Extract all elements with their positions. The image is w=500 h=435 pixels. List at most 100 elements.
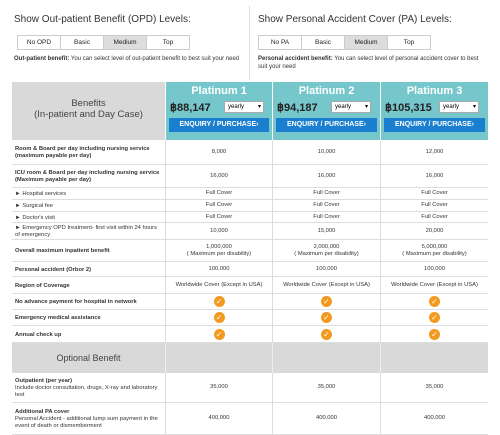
cell-value: 16,000 (210, 172, 228, 179)
cell-value: 16,000 (425, 172, 444, 179)
opd-note-label: Out-patient benefit: (14, 56, 70, 62)
cell: Full Cover (165, 212, 272, 223)
period-select[interactable]: yearly (224, 101, 264, 113)
row-label-text: No advance payment for hospital in netwo… (15, 299, 137, 305)
cell-value: 10,000 (210, 227, 228, 234)
header-line1: Benefits (71, 98, 106, 109)
row-label-text: Additional PA cover (15, 409, 70, 415)
cell: ✓ (165, 326, 272, 343)
level-button[interactable]: No PA (258, 35, 302, 50)
cell-value: Full Cover (421, 202, 448, 208)
check-icon: ✓ (429, 296, 440, 307)
optional-header: Optional Benefit (12, 343, 165, 373)
period-select[interactable]: yearly (439, 101, 479, 113)
row-label: ► Surgical fee (12, 200, 165, 212)
cell-value: 35,000 (317, 384, 336, 390)
cell-value: Full Cover (313, 213, 340, 220)
check-icon: ✓ (321, 296, 332, 307)
level-button[interactable]: Basic (60, 35, 104, 50)
optional-header-cell (380, 343, 488, 373)
opd-note: Out-patient benefit: You can select leve… (14, 55, 242, 63)
row-label-text: Region of Coverage (15, 282, 70, 289)
row-label-text: Annual check up (15, 331, 62, 338)
check-icon: ✓ (429, 328, 440, 340)
cell-value: Worldwide Cover (Except in USA) (391, 281, 478, 288)
cell-value: Full Cover (421, 190, 448, 196)
cell-value: 400,000 (424, 415, 445, 421)
cell: Full Cover (272, 200, 380, 212)
cell: 400,000 (165, 403, 272, 435)
cell: ✓ (380, 326, 488, 343)
level-button[interactable]: Top (387, 35, 431, 50)
row-label: Outpatient (per year) Include doctor cons… (12, 373, 165, 403)
opd-title: Show Out-patient Benefit (OPD) Levels: (14, 14, 191, 25)
plan-price: ฿94,187 (277, 102, 318, 114)
row-label-text: Room & Board per day including nursing s… (15, 146, 150, 159)
cell: ✓ (272, 326, 380, 343)
row-label: Additional PA cover Personal Accident - a… (12, 403, 165, 435)
cell: 16,000 (380, 165, 488, 188)
plan-price: ฿105,315 (385, 102, 432, 114)
level-button[interactable]: Medium (344, 35, 388, 50)
cell-value: 2,000,000 (313, 243, 340, 250)
cell: ✓ (380, 294, 488, 310)
cell-note: ( Maximum per disability) (186, 250, 252, 257)
cell: Worldwide Cover (Except in USA) (272, 277, 380, 294)
cell-value: Full Cover (421, 213, 448, 220)
cell-value: 5,000,000 (421, 243, 448, 250)
row-label: Annual check up (12, 326, 165, 343)
cell: 15,000 (272, 223, 380, 240)
cell: 400,000 (272, 403, 380, 435)
level-button[interactable]: Basic (301, 35, 345, 50)
cell: ✓ (165, 310, 272, 326)
cell: Worldwide Cover (Except in USA) (165, 277, 272, 294)
cell-value: Worldwide Cover (Except in USA) (283, 281, 370, 288)
pa-note: Personal accident benefit: You can selec… (258, 55, 488, 71)
cell-value: 15,000 (317, 227, 336, 234)
cell-value: 1,000,000 (206, 243, 232, 250)
row-label: ► Doctor's visit (12, 212, 165, 223)
cell: ✓ (272, 294, 380, 310)
level-button[interactable]: Medium (103, 35, 147, 50)
cell: 16,000 (272, 165, 380, 188)
enquiry-button[interactable]: ENQUIRY / PURCHASE› (384, 118, 485, 132)
cell-value: 8,000 (211, 148, 227, 155)
pa-title: Show Personal Accident Cover (PA) Levels… (258, 14, 452, 25)
cell: 35,000 (380, 373, 488, 403)
row-label: Room & Board per day including nursing s… (12, 140, 165, 165)
cell: 8,000 (165, 140, 272, 165)
check-icon: ✓ (429, 312, 440, 323)
enquiry-button[interactable]: ENQUIRY / PURCHASE› (276, 118, 377, 132)
plan-name: Platinum 2 (298, 85, 355, 97)
cell: 100,000 (380, 262, 488, 277)
row-label-text: Outpatient (per year) (15, 378, 73, 384)
benefits-header: Benefits (In-patient and Day Case) (12, 82, 165, 140)
cell-note: ( Maximum per disability) (294, 250, 359, 257)
cell-value: 35,000 (210, 384, 228, 390)
cell: 35,000 (272, 373, 380, 403)
enquiry-button[interactable]: ENQUIRY / PURCHASE› (169, 118, 269, 132)
plan-price: ฿88,147 (170, 102, 211, 114)
level-button[interactable]: No OPD (17, 35, 61, 50)
cell: 100,000 (272, 262, 380, 277)
plan-header: Platinum 2 ฿94,187 yearly ENQUIRY / PURCHAS… (272, 82, 380, 140)
cell: Full Cover (165, 200, 272, 212)
cell: 100,000 (165, 262, 272, 277)
check-icon: ✓ (213, 296, 225, 307)
cell: Full Cover (272, 212, 380, 223)
cell: Full Cover (272, 188, 380, 200)
cell-value: 100,000 (316, 265, 337, 272)
period-select[interactable]: yearly (331, 101, 371, 113)
cell: 1,000,000( Maximum per disability) (165, 240, 272, 262)
level-button[interactable]: Top (146, 35, 190, 50)
cell: Full Cover (380, 188, 488, 200)
row-label-text: Emergency medical assistance (15, 315, 101, 321)
divider (249, 6, 250, 80)
plan-name: Platinum 1 (191, 85, 247, 97)
opd-note-text: You can select level of out-patient bene… (70, 56, 240, 62)
row-label: ► Emergency OPD treatment- first visit w… (12, 223, 165, 240)
cell-value: 35,000 (425, 384, 444, 390)
cell-value: Full Cover (205, 213, 233, 220)
optional-header-cell (165, 343, 272, 373)
